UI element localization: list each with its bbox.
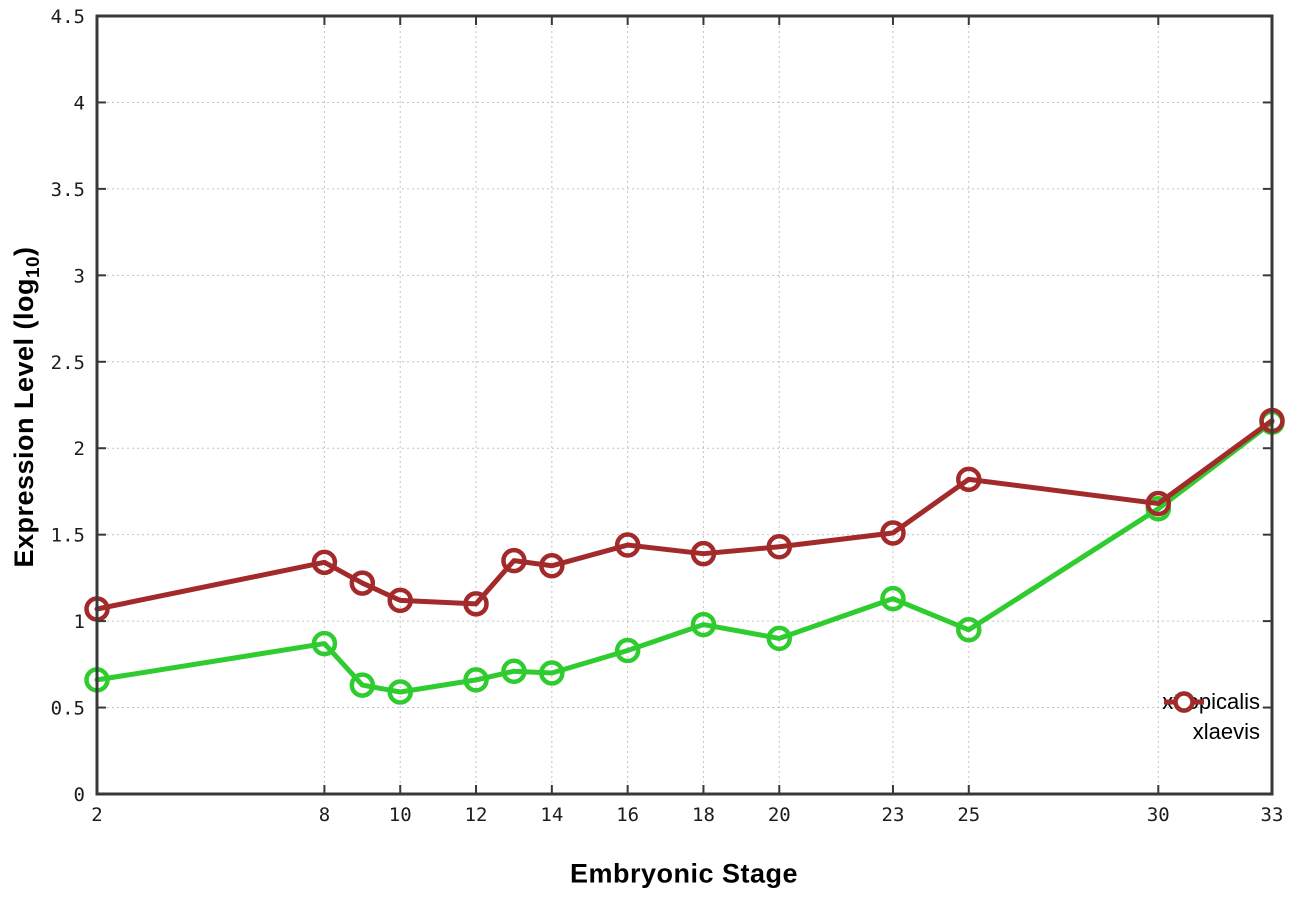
data-point-xtropicalis <box>501 658 527 684</box>
legend: xtropicalis xlaevis <box>1162 689 1260 745</box>
y-tick-label: 3 <box>74 265 85 287</box>
data-point-xtropicalis <box>387 679 413 705</box>
x-tick-label: 16 <box>616 804 639 826</box>
y-tick-label: 1 <box>74 611 85 633</box>
x-tick-label: 12 <box>465 804 488 826</box>
x-tick-label: 33 <box>1261 804 1284 826</box>
x-tick-label: 23 <box>882 804 905 826</box>
data-point-xtropicalis <box>690 611 717 638</box>
data-point-xlaevis <box>956 466 982 493</box>
series-line-xtropicalis <box>94 419 1275 695</box>
data-point-xtropicalis <box>349 672 376 698</box>
x-tick-label: 2 <box>91 804 102 826</box>
plot-border <box>95 14 1274 796</box>
legend-marker-xlaevis <box>1164 691 1205 713</box>
data-point-xtropicalis <box>614 637 641 664</box>
x-tick-label: 20 <box>768 804 791 826</box>
data-point-xlaevis <box>501 547 527 574</box>
data-point-xlaevis <box>880 520 906 546</box>
y-tick-label: 2.5 <box>51 352 85 374</box>
data-point-xlaevis <box>463 591 489 617</box>
y-axis-title-text: Expression Level (log <box>8 277 39 568</box>
y-axis-title-close: ) <box>8 246 39 256</box>
y-tick-label: 1.5 <box>51 525 85 547</box>
data-point-xtropicalis <box>956 617 982 643</box>
x-tick-label: 10 <box>389 804 412 826</box>
data-point-xtropicalis <box>311 630 338 657</box>
data-point-xtropicalis <box>539 660 565 686</box>
x-axis-title: Embryonic Stage <box>569 858 799 889</box>
data-point-xtropicalis <box>463 667 489 693</box>
y-tick-label: 0.5 <box>51 698 85 720</box>
y-tick-label: 0 <box>74 784 85 806</box>
x-tick-label: 14 <box>540 804 563 826</box>
data-point-xtropicalis <box>766 625 793 652</box>
series-line-xlaevis <box>94 418 1275 612</box>
legend-label-xlaevis: xlaevis <box>1192 719 1260 744</box>
x-tick-label: 18 <box>692 804 715 826</box>
y-tick-label: 4 <box>74 92 85 114</box>
data-point-xlaevis <box>614 532 641 558</box>
data-point-xlaevis <box>387 587 413 614</box>
data-point-xlaevis <box>539 553 565 579</box>
y-axis-title: Expression Level (log10) <box>9 246 45 567</box>
data-point-xlaevis <box>766 534 793 560</box>
data-point-xlaevis <box>349 570 376 596</box>
data-point-xlaevis <box>311 549 338 576</box>
y-axis-title-subscript: 10 <box>23 255 45 278</box>
x-tick-label: 30 <box>1147 804 1170 826</box>
x-tick-label: 25 <box>957 804 980 826</box>
data-point-xtropicalis <box>880 585 906 612</box>
y-tick-label: 4.5 <box>51 6 85 28</box>
y-tick-label: 2 <box>74 438 85 460</box>
data-point-xlaevis <box>1145 490 1172 517</box>
legend-item-xlaevis: xlaevis <box>1164 691 1260 745</box>
data-point-xlaevis <box>690 540 717 567</box>
x-tick-label: 8 <box>319 804 330 826</box>
y-tick-label: 3.5 <box>51 179 85 201</box>
